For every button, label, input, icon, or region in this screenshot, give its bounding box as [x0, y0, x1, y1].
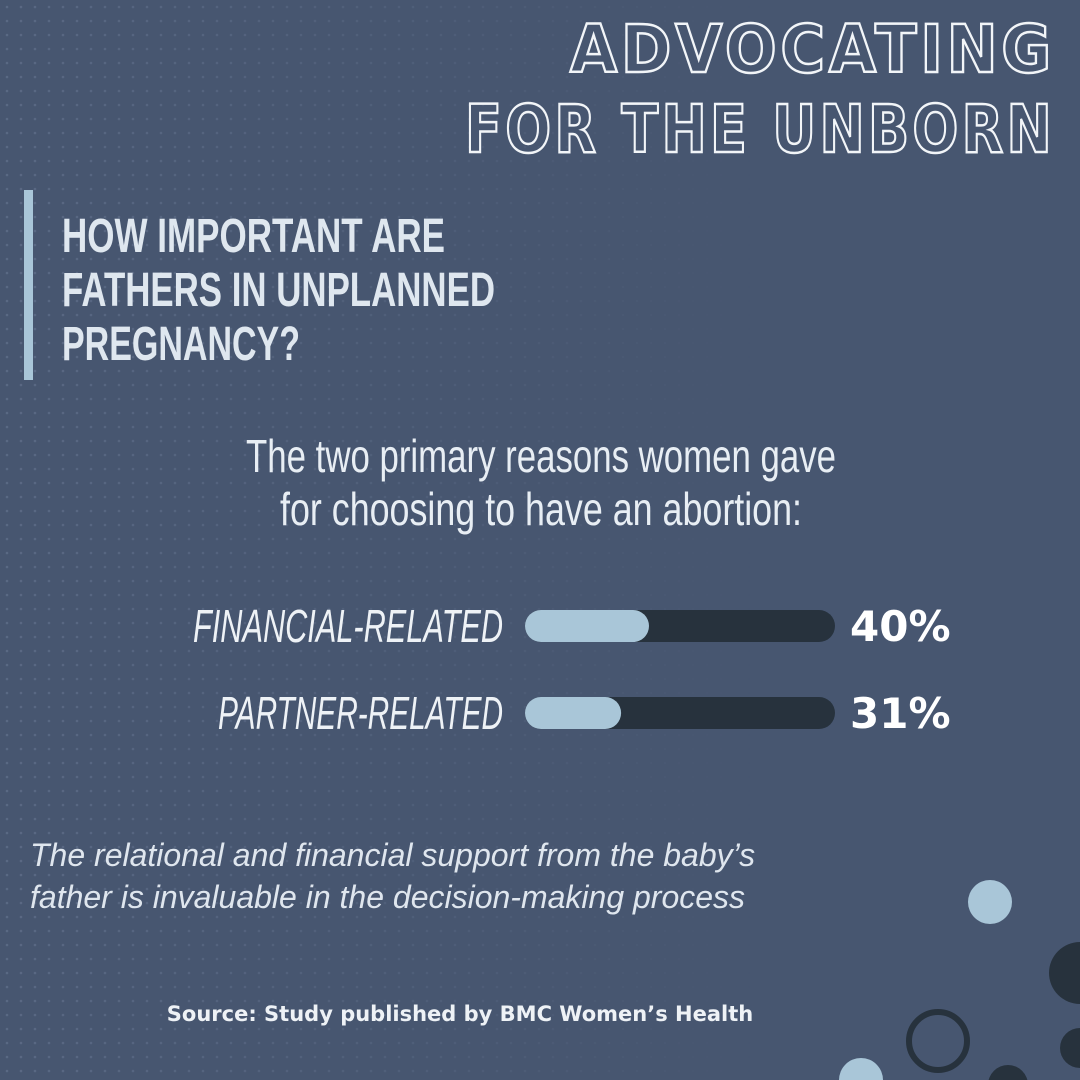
question: HOW IMPORTANT ARE	[62, 210, 445, 263]
decor-circle	[988, 1065, 1028, 1080]
source: Source: Study published by BMC Women’s H…	[167, 1002, 753, 1026]
question: FATHERS IN UNPLANNED	[62, 264, 495, 317]
value-label: 40%	[850, 602, 951, 651]
brand-title: FOR THE UNBORN	[465, 91, 1055, 168]
dot-texture	[0, 0, 760, 1080]
category-label: PARTNER-RELATED	[218, 687, 503, 739]
question: PREGNANCY?	[62, 318, 300, 371]
decor-circle	[968, 880, 1012, 924]
decor-circle	[1060, 1028, 1080, 1068]
category-label: FINANCIAL-RELATED	[193, 600, 503, 652]
footnote: The relational and financial support fro…	[30, 837, 755, 873]
footnote: father is invaluable in the decision-mak…	[30, 879, 745, 915]
value-label: 31%	[850, 689, 951, 738]
accent-bar	[24, 190, 33, 380]
chart-title: The two primary reasons women gave	[246, 430, 836, 482]
decor-circle	[1049, 942, 1080, 1004]
decor-circle	[839, 1058, 883, 1080]
decor-ring	[906, 1009, 970, 1073]
chart-title: for choosing to have an abortion:	[280, 483, 802, 535]
bar	[525, 697, 622, 729]
bar	[525, 610, 649, 642]
brand-title: ADVOCATING	[570, 11, 1055, 88]
